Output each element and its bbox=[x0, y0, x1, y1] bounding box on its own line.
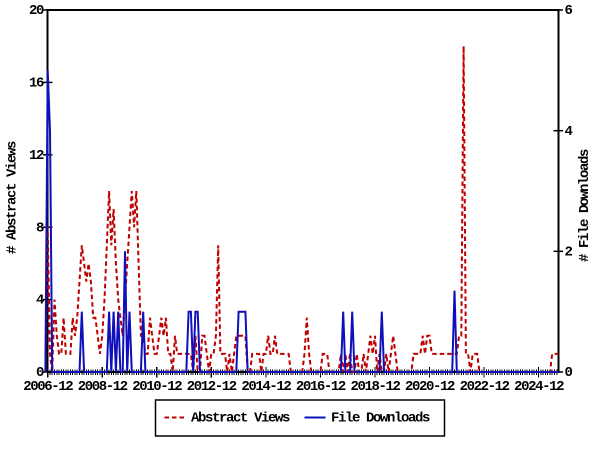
svg-text:2016-12: 2016-12 bbox=[296, 379, 346, 395]
svg-text:2014-12: 2014-12 bbox=[241, 379, 291, 395]
svg-text:12: 12 bbox=[29, 148, 44, 164]
svg-text:2010-12: 2010-12 bbox=[132, 379, 182, 395]
svg-text:2022-12: 2022-12 bbox=[460, 379, 510, 395]
svg-text:2012-12: 2012-12 bbox=[187, 379, 237, 395]
svg-text:4: 4 bbox=[565, 124, 573, 140]
svg-text:2008-12: 2008-12 bbox=[78, 379, 128, 395]
svg-text:6: 6 bbox=[565, 3, 573, 19]
svg-text:16: 16 bbox=[29, 76, 44, 92]
svg-text:# File Downloads: # File Downloads bbox=[577, 149, 593, 262]
svg-text:0: 0 bbox=[36, 365, 44, 381]
svg-text:2006-12: 2006-12 bbox=[23, 379, 73, 395]
svg-text:0: 0 bbox=[565, 365, 573, 381]
svg-text:20: 20 bbox=[29, 3, 44, 19]
svg-text:File Downloads: File Downloads bbox=[331, 411, 430, 427]
svg-text:8: 8 bbox=[36, 220, 44, 236]
svg-text:2020-12: 2020-12 bbox=[405, 379, 455, 395]
svg-text:2024-12: 2024-12 bbox=[514, 379, 564, 395]
svg-text:Abstract Views: Abstract Views bbox=[191, 411, 290, 427]
svg-text:2018-12: 2018-12 bbox=[350, 379, 400, 395]
svg-text:4: 4 bbox=[36, 293, 44, 309]
svg-text:2: 2 bbox=[565, 244, 573, 260]
svg-text:# Abstract Views: # Abstract Views bbox=[5, 141, 21, 254]
